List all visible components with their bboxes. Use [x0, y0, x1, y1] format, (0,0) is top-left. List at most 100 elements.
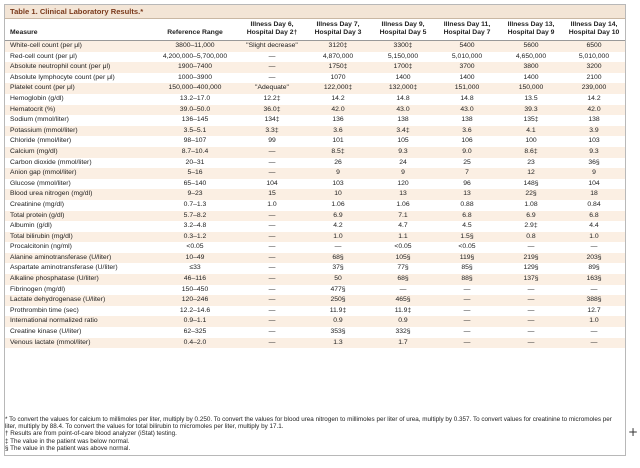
measure-cell: Total protein (g/dl)	[5, 210, 151, 222]
header-row: Measure Reference Range Illness Day 6, H…	[5, 19, 625, 41]
value-cell: 11.9‡	[305, 305, 371, 317]
table-row: Prothrombin time (sec) 12.2–14.6—11.9‡ 11.…	[5, 305, 625, 317]
column-header: Reference Range	[151, 19, 239, 41]
value-cell: 36.0‡	[239, 104, 305, 116]
table-row: Venous lactate (mmol/liter) 0.4–2.0—1.3 1.…	[5, 337, 625, 349]
measure-cell: Lactate dehydrogenase (U/liter)	[5, 295, 151, 306]
measure-cell: Glucose (mmol/liter)	[5, 178, 151, 190]
value-cell: 1700‡	[371, 62, 435, 73]
value-cell: 9	[371, 168, 435, 179]
value-cell: 4.5	[435, 221, 499, 232]
reference-range-cell: 1900–7400	[151, 62, 239, 73]
plus-icon[interactable]: +	[628, 425, 639, 439]
table-row: Aspartate aminotransferase (U/liter) ≤33—…	[5, 263, 625, 275]
value-cell: —	[499, 305, 563, 317]
value-cell: —	[305, 242, 371, 253]
reference-range-cell: 5.7–8.2	[151, 210, 239, 222]
value-cell: 10	[305, 189, 371, 200]
value-cell: —	[435, 295, 499, 306]
value-cell: —	[239, 327, 305, 338]
value-cell: 1.0	[563, 231, 625, 243]
table-row: Total bilirubin (mg/dl) 0.3–1.2—1.0 1.1 1.5…	[5, 231, 625, 243]
reference-range-cell: 8.7–10.4	[151, 146, 239, 158]
reference-range-cell: 3.2–4.8	[151, 221, 239, 232]
value-cell: 3800	[499, 62, 563, 73]
value-cell: 89§	[563, 263, 625, 275]
value-cell: —	[239, 157, 305, 169]
table-frame: Table 1. Clinical Laboratory Results.* M…	[4, 4, 626, 456]
measure-cell: Prothrombin time (sec)	[5, 305, 151, 317]
value-cell: 37§	[305, 263, 371, 275]
value-cell: —	[435, 327, 499, 338]
measure-cell: International normalized ratio	[5, 316, 151, 328]
value-cell: 136	[305, 115, 371, 126]
table-row: Creatine kinase (U/liter) 62–325—353§ 332§…	[5, 327, 625, 338]
value-cell: —	[239, 337, 305, 349]
value-cell: —	[239, 51, 305, 63]
value-cell: 3200	[563, 62, 625, 73]
value-cell: 43.0	[371, 104, 435, 116]
value-cell: 7	[435, 168, 499, 179]
value-cell: 68§	[305, 252, 371, 264]
value-cell: 4.2	[305, 221, 371, 232]
table-row: Anion gap (mmol/liter) 5–16—9 9 7 12 9	[5, 168, 625, 179]
reference-range-cell: 0.9–1.1	[151, 316, 239, 328]
column-header: Illness Day 9, Hospital Day 5	[371, 19, 435, 41]
value-cell: 5,010,000	[435, 51, 499, 63]
measure-cell: Alanine aminotransferase (U/liter)	[5, 252, 151, 264]
value-cell: —	[563, 284, 625, 296]
table-row: White-cell count (per μl) 3800–11,000 "Sli…	[5, 40, 625, 52]
value-cell: 129§	[499, 263, 563, 275]
value-cell: 103	[305, 178, 371, 190]
value-cell: "Adequate"	[239, 83, 305, 94]
value-cell: 353§	[305, 327, 371, 338]
value-cell: 105§	[371, 252, 435, 264]
footnotes: * To convert the values for calcium to m…	[5, 416, 620, 452]
value-cell: 11.9‡	[371, 305, 435, 317]
footnote: † Results are from point-of-care blood a…	[5, 430, 177, 438]
value-cell: —	[239, 72, 305, 84]
value-cell: 42.0	[305, 104, 371, 116]
value-cell: 105	[371, 136, 435, 147]
value-cell: —	[239, 221, 305, 232]
footnote: ‡ The value in the patient was below nor…	[5, 437, 130, 445]
measure-cell: Anion gap (mmol/liter)	[5, 168, 151, 179]
value-cell: 1400	[499, 72, 563, 84]
value-cell: 148§	[499, 178, 563, 190]
measure-cell: Hematocrit (%)	[5, 104, 151, 116]
value-cell: 1.7	[371, 337, 435, 349]
value-cell: 12.7	[563, 305, 625, 317]
measure-cell: Creatinine (mg/dl)	[5, 199, 151, 211]
reference-range-cell: 0.4–2.0	[151, 337, 239, 349]
value-cell: 50	[305, 274, 371, 285]
reference-range-cell: 136–145	[151, 115, 239, 126]
value-cell: 6.8	[435, 210, 499, 222]
reference-range-cell: 65–140	[151, 178, 239, 190]
value-cell: 134‡	[239, 115, 305, 126]
value-cell: 1.0	[563, 316, 625, 328]
value-cell: 9.3	[371, 146, 435, 158]
value-cell: —	[563, 242, 625, 253]
value-cell: 1070	[305, 72, 371, 84]
value-cell: 4.1	[499, 125, 563, 137]
measure-cell: Calcium (mg/dl)	[5, 146, 151, 158]
value-cell: 5600	[499, 40, 563, 52]
reference-range-cell: 13.2–17.0	[151, 93, 239, 105]
column-header: Illness Day 14, Hospital Day 10	[563, 19, 625, 41]
measure-cell: Blood urea nitrogen (mg/dl)	[5, 189, 151, 200]
reference-range-cell: 62–325	[151, 327, 239, 338]
value-cell: <0.05	[371, 242, 435, 253]
value-cell: —	[563, 337, 625, 349]
value-cell: 14.2	[305, 93, 371, 105]
value-cell: 3.3‡	[239, 125, 305, 137]
reference-range-cell: 46–116	[151, 274, 239, 285]
value-cell: —	[435, 337, 499, 349]
value-cell: 2.9‡	[499, 221, 563, 232]
lab-results-table: Measure Reference Range Illness Day 6, H…	[5, 19, 625, 349]
table-body: White-cell count (per μl) 3800–11,000 "Sli…	[5, 40, 625, 349]
value-cell: 0.9	[371, 316, 435, 328]
value-cell: 23	[499, 157, 563, 169]
measure-cell: Chloride (mmol/liter)	[5, 136, 151, 147]
value-cell: 4,650,000	[499, 51, 563, 63]
value-cell: 14.8	[435, 93, 499, 105]
